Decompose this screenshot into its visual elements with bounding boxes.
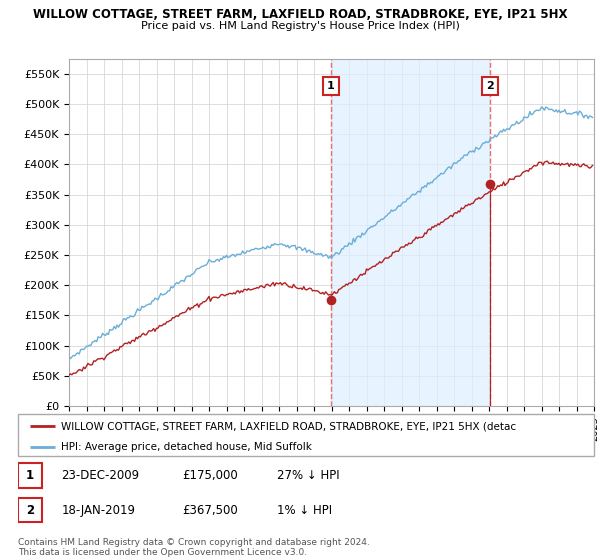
FancyBboxPatch shape: [18, 414, 594, 456]
Text: WILLOW COTTAGE, STREET FARM, LAXFIELD ROAD, STRADBROKE, EYE, IP21 5HX: WILLOW COTTAGE, STREET FARM, LAXFIELD RO…: [33, 8, 567, 21]
Text: £175,000: £175,000: [182, 469, 238, 482]
Text: HPI: Average price, detached house, Mid Suffolk: HPI: Average price, detached house, Mid …: [61, 442, 312, 452]
Text: 2: 2: [26, 503, 34, 517]
Text: 27% ↓ HPI: 27% ↓ HPI: [277, 469, 340, 482]
Text: Price paid vs. HM Land Registry's House Price Index (HPI): Price paid vs. HM Land Registry's House …: [140, 21, 460, 31]
Bar: [331, 59, 490, 406]
FancyBboxPatch shape: [18, 463, 42, 488]
Text: £367,500: £367,500: [182, 503, 238, 517]
Text: 2: 2: [486, 81, 494, 91]
Text: 18-JAN-2019: 18-JAN-2019: [61, 503, 135, 517]
Text: 23-DEC-2009: 23-DEC-2009: [61, 469, 139, 482]
Text: WILLOW COTTAGE, STREET FARM, LAXFIELD ROAD, STRADBROKE, EYE, IP21 5HX (detac: WILLOW COTTAGE, STREET FARM, LAXFIELD RO…: [61, 421, 517, 431]
Text: 1% ↓ HPI: 1% ↓ HPI: [277, 503, 332, 517]
FancyBboxPatch shape: [18, 498, 42, 522]
Text: Contains HM Land Registry data © Crown copyright and database right 2024.
This d: Contains HM Land Registry data © Crown c…: [18, 538, 370, 557]
Text: 1: 1: [327, 81, 335, 91]
Text: 1: 1: [26, 469, 34, 482]
